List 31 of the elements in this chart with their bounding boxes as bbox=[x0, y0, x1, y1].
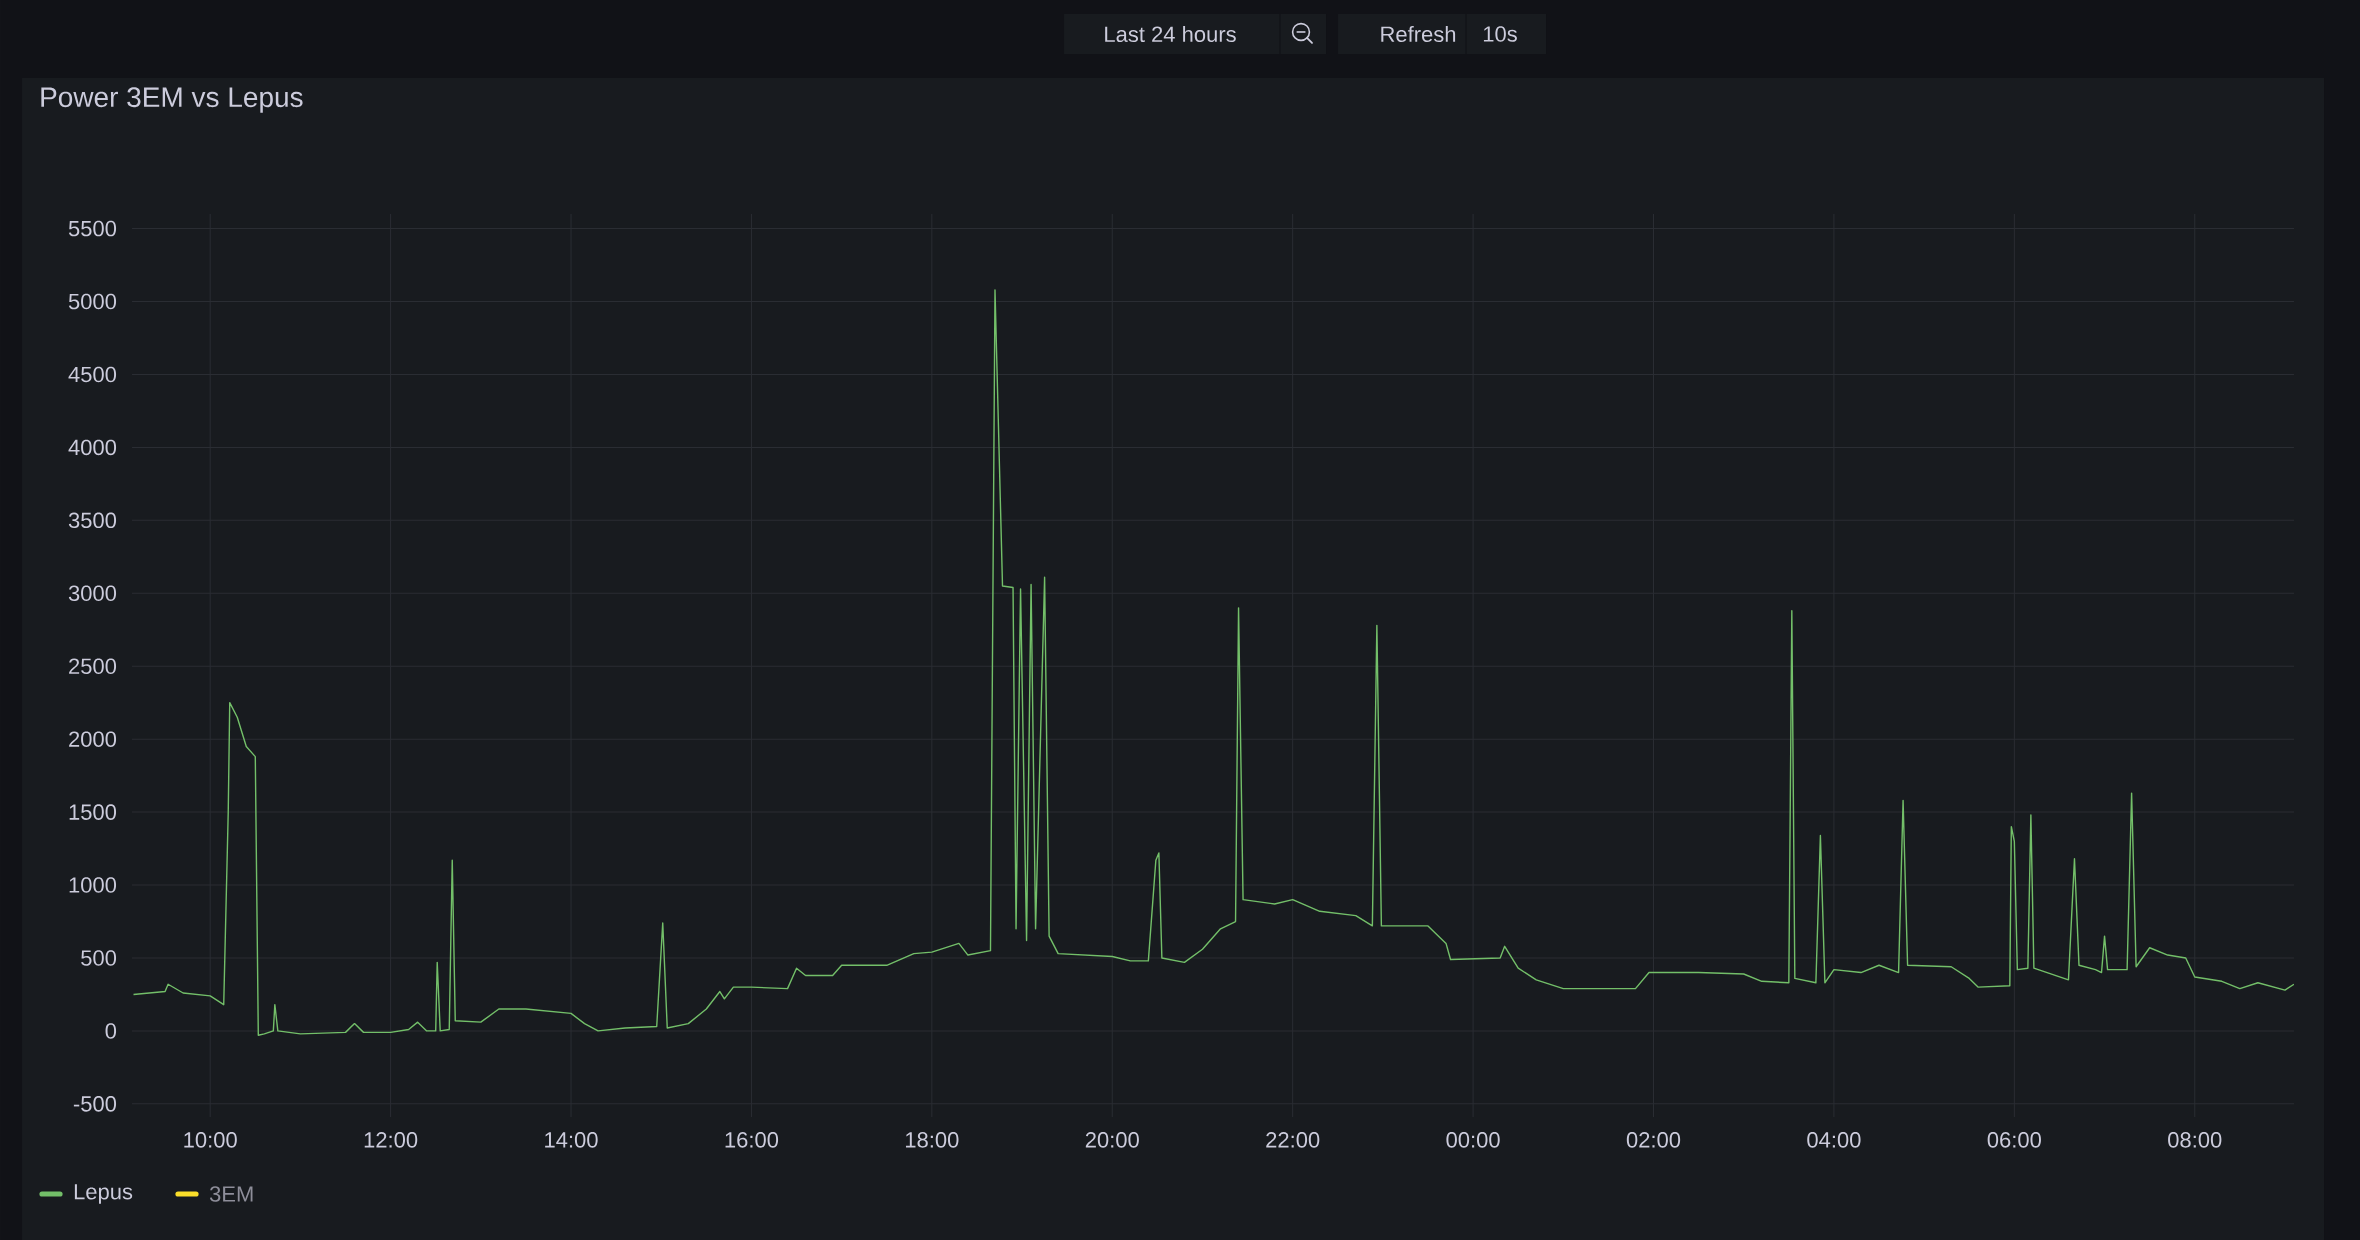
x-tick-label: 06:00 bbox=[1987, 1132, 2041, 1148]
x-tick-label: 08:00 bbox=[2168, 1132, 2222, 1148]
y-tick-label: 500 bbox=[81, 950, 117, 966]
x-tick-label: 04:00 bbox=[1807, 1132, 1861, 1148]
text: Refresh bbox=[1381, 25, 1456, 43]
y-tick-label: 3000 bbox=[68, 585, 117, 602]
y-tick-label: 2000 bbox=[69, 731, 117, 747]
y-tick-label: 4000 bbox=[68, 439, 117, 456]
legend-label: 3EM bbox=[209, 1186, 253, 1202]
x-tick-label: 00:00 bbox=[1446, 1132, 1500, 1148]
x-tick-label: 16:00 bbox=[725, 1132, 779, 1148]
y-tick-label: 2500 bbox=[69, 658, 117, 675]
y-tick-label: 4500 bbox=[68, 366, 117, 383]
legend-label: Lepus bbox=[74, 1184, 133, 1204]
x-tick-label: 12:00 bbox=[364, 1132, 418, 1148]
x-tick-label: 22:00 bbox=[1266, 1132, 1320, 1148]
x-tick-label: 18:00 bbox=[905, 1132, 959, 1148]
y-tick-label: 0 bbox=[105, 1023, 117, 1039]
text: 10s bbox=[1483, 26, 1517, 42]
y-tick-label: 5500 bbox=[68, 220, 117, 237]
y-tick-label: 3500 bbox=[68, 512, 117, 529]
y-tick-label: 1000 bbox=[69, 877, 117, 893]
chart-title: Power 3EM vs Lepus bbox=[41, 87, 303, 113]
x-tick-label: 10:00 bbox=[184, 1132, 237, 1148]
y-tick-label: -500 bbox=[73, 1096, 117, 1112]
x-tick-label: 14:00 bbox=[545, 1132, 598, 1148]
x-tick-label: 20:00 bbox=[1085, 1132, 1139, 1148]
y-tick-label: 1500 bbox=[69, 804, 117, 820]
y-tick-label: 5000 bbox=[68, 293, 117, 310]
x-tick-label: 02:00 bbox=[1626, 1132, 1681, 1148]
text: Last 24 hours bbox=[1105, 25, 1236, 43]
